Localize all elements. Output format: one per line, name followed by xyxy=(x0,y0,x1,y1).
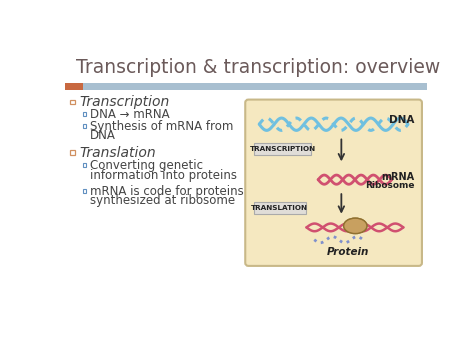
Text: mRNA is code for proteins: mRNA is code for proteins xyxy=(90,185,244,198)
Bar xyxy=(82,112,86,116)
Bar xyxy=(82,124,86,128)
Text: Synthesis of mRNA from: Synthesis of mRNA from xyxy=(90,120,234,133)
Text: synthesized at ribosome: synthesized at ribosome xyxy=(90,194,236,207)
Text: TRANSLATION: TRANSLATION xyxy=(251,205,308,211)
FancyBboxPatch shape xyxy=(245,100,422,266)
FancyBboxPatch shape xyxy=(254,143,311,155)
Text: Transcription & transcription: overview: Transcription & transcription: overview xyxy=(76,58,440,77)
Bar xyxy=(70,100,75,104)
Bar xyxy=(82,189,86,193)
Text: mRNA: mRNA xyxy=(381,171,414,181)
Bar xyxy=(82,83,427,90)
Text: DNA: DNA xyxy=(389,115,414,125)
Text: information into proteins: information into proteins xyxy=(90,169,237,181)
Text: Converting genetic: Converting genetic xyxy=(90,159,203,172)
Bar xyxy=(82,164,86,167)
Ellipse shape xyxy=(344,218,367,234)
FancyBboxPatch shape xyxy=(254,202,306,214)
Text: DNA → mRNA: DNA → mRNA xyxy=(90,108,170,121)
Text: TRANSCRIPTION: TRANSCRIPTION xyxy=(249,146,316,152)
Text: Protein: Protein xyxy=(327,247,369,257)
Text: DNA: DNA xyxy=(90,129,116,142)
Text: Transcription: Transcription xyxy=(80,95,170,109)
Text: Translation: Translation xyxy=(80,146,156,160)
Bar xyxy=(65,83,82,90)
Text: Ribosome: Ribosome xyxy=(365,181,414,190)
Bar xyxy=(70,151,75,155)
Ellipse shape xyxy=(344,218,367,234)
